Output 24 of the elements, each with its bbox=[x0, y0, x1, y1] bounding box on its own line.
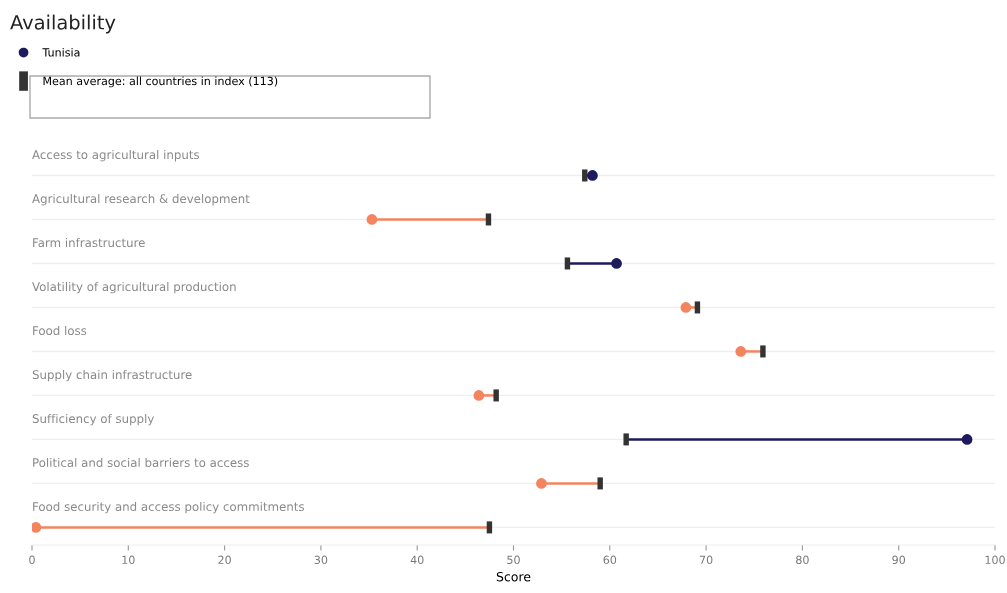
y-tick-label: Sufficiency of supply bbox=[32, 413, 154, 426]
chart-title: Availability bbox=[10, 14, 116, 34]
x-tick-label: 70 bbox=[699, 555, 713, 565]
x-tick-label: 90 bbox=[892, 555, 906, 565]
x-tick-label: 20 bbox=[218, 555, 231, 565]
y-tick-label: Food loss bbox=[33, 325, 87, 336]
legend-label: Mean average: all countries in index (113) bbox=[43, 76, 278, 88]
y-tick-label: Political and social barriers to access bbox=[33, 457, 249, 468]
x-tick-label: 0 bbox=[29, 555, 35, 565]
x-axis-title: Score bbox=[496, 571, 531, 582]
x-tick-label: 100 bbox=[985, 555, 1005, 565]
x-tick-label: 40 bbox=[410, 555, 424, 565]
x-tick-label: 60 bbox=[603, 555, 617, 565]
x-tick-label: 30 bbox=[314, 555, 328, 565]
x-tick-label: 80 bbox=[796, 555, 809, 565]
y-tick-label: Food security and access policy commitments bbox=[33, 501, 305, 514]
legend-label: Tunisia bbox=[42, 48, 80, 57]
y-tick-label: Agricultural research & development bbox=[32, 193, 250, 206]
x-tick-label: 50 bbox=[507, 555, 520, 565]
y-tick-label: Farm infrastructure bbox=[33, 237, 145, 248]
y-tick-label: Supply chain infrastructure bbox=[32, 369, 192, 382]
x-tick-label: 10 bbox=[122, 555, 135, 565]
y-tick-label: Volatility of agricultural production bbox=[32, 281, 236, 294]
y-tick-label: Access to agricultural inputs bbox=[32, 149, 200, 162]
